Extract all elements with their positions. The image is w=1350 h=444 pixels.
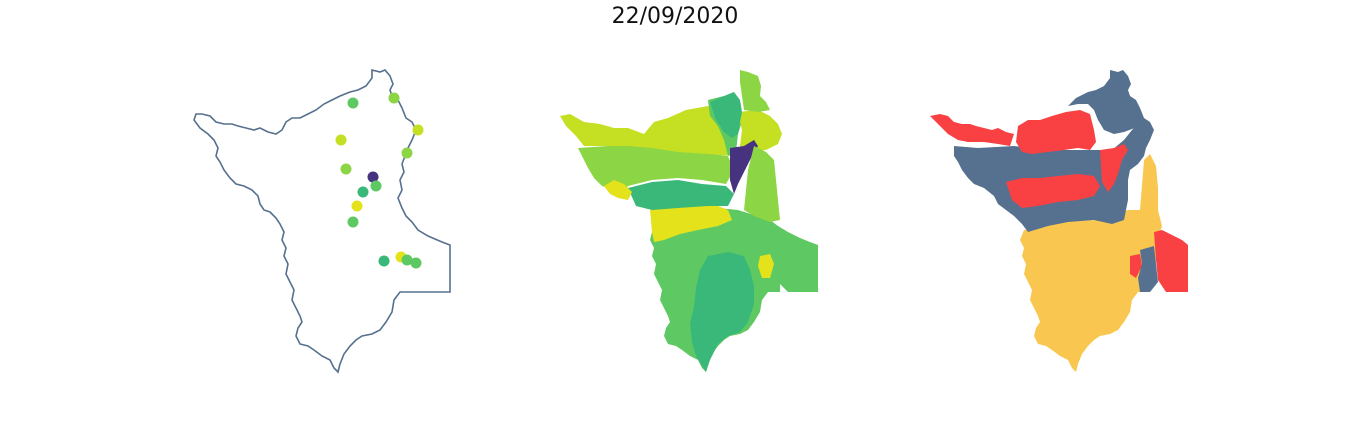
region-red-east <box>1154 230 1188 292</box>
station-point <box>351 200 363 212</box>
region-band-yellow <box>650 202 732 242</box>
region-red-east-narrow <box>1100 144 1128 192</box>
station-point <box>412 124 424 136</box>
station-point <box>340 163 352 175</box>
station-point <box>347 216 359 228</box>
category-map <box>918 60 1228 380</box>
category-svg <box>930 70 1188 372</box>
region-north-yellowgreen <box>560 106 734 156</box>
region-east <box>770 220 818 292</box>
station-point <box>357 186 369 198</box>
choropleth-svg <box>560 70 818 372</box>
region-north-tip <box>740 70 770 112</box>
station-points-map <box>180 60 490 380</box>
station-point <box>401 254 413 266</box>
region-red-northwest <box>930 114 1014 146</box>
region-slate-tip <box>1068 70 1150 134</box>
region-red-north-center <box>1016 110 1096 154</box>
region-west-yellow <box>604 180 632 200</box>
region-amber-south <box>1020 154 1162 372</box>
region-red-center-band <box>1006 174 1100 208</box>
region-north-teal <box>710 92 742 138</box>
station-point <box>401 147 413 159</box>
region-slate-southeast <box>1138 246 1158 292</box>
municipality-choropleth-map <box>548 60 858 380</box>
station-point <box>347 97 359 109</box>
region-east-strip <box>744 146 780 222</box>
station-point <box>388 92 400 104</box>
station-point <box>378 255 390 267</box>
station-point <box>370 180 382 192</box>
points-layer <box>335 92 424 269</box>
region-purple <box>730 140 758 194</box>
region-northeast-yellowgreen <box>738 110 782 152</box>
region-red-southeast-small <box>1130 254 1142 278</box>
station-point <box>335 134 347 146</box>
figure-title: 22/09/2020 <box>611 4 739 29</box>
station-point <box>367 171 379 183</box>
region-mid-green <box>628 180 734 210</box>
region-south-center <box>690 252 754 372</box>
region-southeast-small <box>758 254 774 278</box>
station-point <box>410 257 422 269</box>
state-outline <box>193 68 451 374</box>
points-map-svg <box>193 68 451 374</box>
